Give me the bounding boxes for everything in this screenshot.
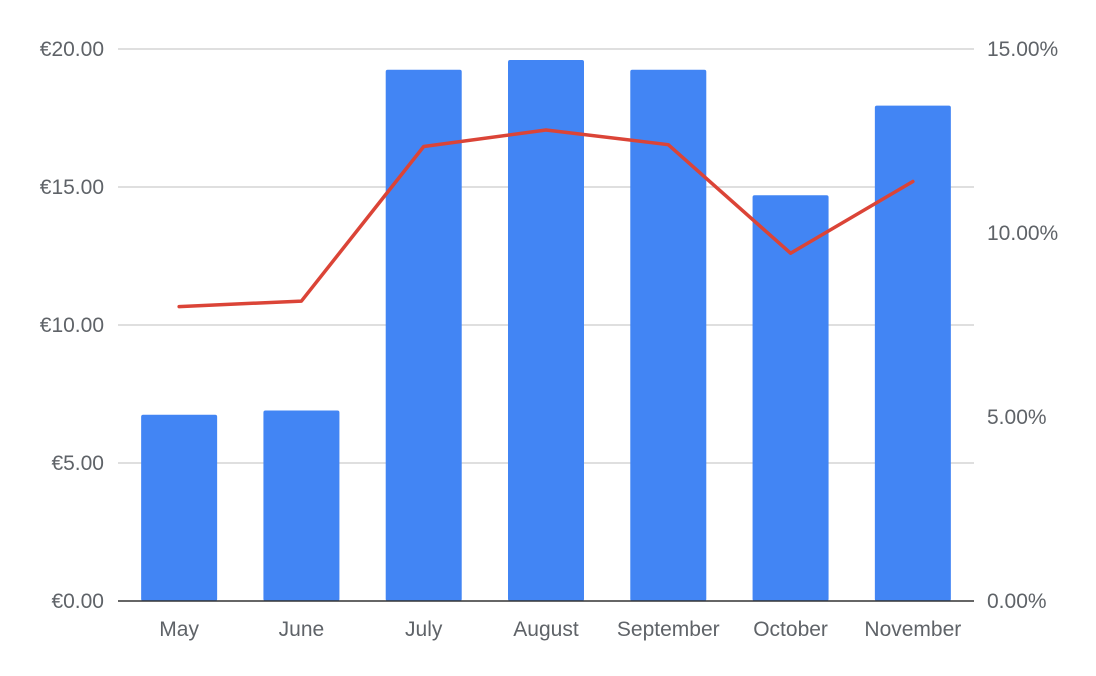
category-label-august: August xyxy=(513,618,579,641)
left-tick-label: €10.00 xyxy=(40,314,104,337)
right-tick-label: 0.00% xyxy=(987,590,1047,613)
left-tick-label: €20.00 xyxy=(40,38,104,61)
left-tick-label: €0.00 xyxy=(51,590,104,613)
right-tick-label: 5.00% xyxy=(987,406,1047,429)
bar-july xyxy=(385,69,462,601)
bar-may xyxy=(141,414,218,601)
category-label-november: November xyxy=(864,618,961,641)
category-labels: May June July August September October Novembe… xyxy=(159,618,961,641)
bar-november xyxy=(874,105,951,601)
category-label-july: July xyxy=(405,618,443,641)
bar-august xyxy=(508,60,584,602)
category-label-october: October xyxy=(753,618,828,641)
right-tick-label: 10.00% xyxy=(987,222,1058,245)
bar-october xyxy=(752,195,829,601)
left-tick-label: €5.00 xyxy=(51,452,104,475)
right-tick-label: 15.00% xyxy=(987,38,1058,61)
bar-september xyxy=(630,69,707,601)
line-series xyxy=(177,128,915,309)
category-label-may: May xyxy=(159,618,199,641)
left-tick-label: €15.00 xyxy=(40,176,104,199)
category-label-june: June xyxy=(279,618,325,641)
bar-june xyxy=(263,410,340,601)
right-axis-tick-labels: 0.00% 5.00% 10.00% 15.00% xyxy=(987,38,1058,613)
left-axis-tick-labels: €0.00 €5.00 €10.00 €15.00 €20.00 xyxy=(40,38,104,613)
bar-series xyxy=(141,60,951,602)
category-label-september: September xyxy=(617,618,720,641)
